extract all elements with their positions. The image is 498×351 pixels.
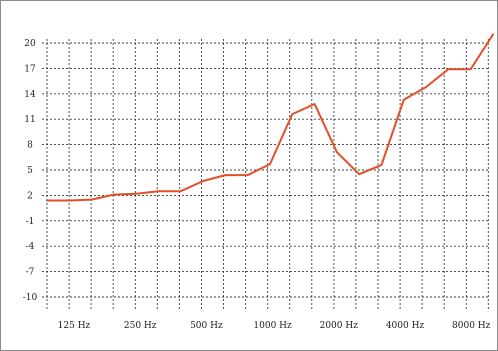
y-tick-label: -1 (26, 217, 35, 227)
y-tick-label: -10 (23, 293, 38, 303)
x-tick-label: 8000 Hz (452, 321, 491, 331)
y-tick-label: -7 (26, 268, 35, 278)
y-axis-ticks: 20 17 14 11 8 5 2 -1 -4 -7 -10 (23, 39, 38, 303)
x-axis-ticks: 125 Hz 250 Hz 500 Hz 1000 Hz 2000 Hz 4000 Hz 8… (58, 321, 491, 331)
x-tick-label: 2000 Hz (320, 321, 359, 331)
y-tick-label: 8 (27, 141, 33, 151)
y-tick-label: -4 (26, 242, 35, 252)
series-group (46, 33, 494, 202)
grid (42, 39, 490, 309)
y-tick-label: 14 (24, 90, 36, 100)
x-tick-label: 1000 Hz (253, 321, 292, 331)
y-tick-label: 11 (24, 115, 35, 125)
series-line (46, 33, 494, 202)
x-tick-label: 500 Hz (190, 321, 223, 331)
y-tick-label: 5 (27, 166, 33, 176)
y-tick-label: 2 (27, 191, 33, 201)
y-tick-label: 20 (24, 39, 36, 49)
x-tick-label: 250 Hz (124, 321, 157, 331)
x-tick-label: 4000 Hz (386, 321, 425, 331)
x-tick-label: 125 Hz (58, 321, 91, 331)
y-tick-label: 17 (24, 64, 36, 74)
